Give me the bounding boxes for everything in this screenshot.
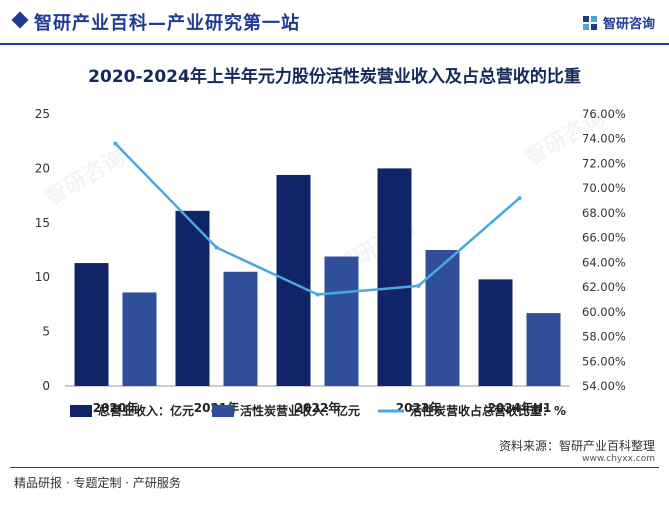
line-point <box>214 245 219 250</box>
line-point <box>113 141 118 146</box>
bar-total-revenue <box>377 168 412 386</box>
y-right-tick-label: 64.00% <box>582 255 626 269</box>
y-left-tick-label: 10 <box>35 270 50 284</box>
y-right-tick-label: 72.00% <box>582 156 626 170</box>
y-left-tick-label: 5 <box>42 325 50 339</box>
diamond-icon <box>11 11 29 29</box>
logo-text: 智研咨询 <box>602 17 655 32</box>
bar-total-revenue <box>175 210 210 386</box>
header-divider <box>0 43 669 45</box>
chart-title: 2020-2024年上半年元力股份活性炭营业收入及占总营收的比重 <box>88 67 581 87</box>
footer-services: 精品研报 · 专题定制 · 产研服务 <box>14 476 181 490</box>
bar-total-revenue <box>276 174 311 386</box>
brand-logo[interactable]: 智研咨询 <box>582 13 655 32</box>
bar-total-revenue <box>74 263 109 386</box>
legend-label: 活性炭营收占总营收比重：% <box>410 403 566 418</box>
y-right-tick-label: 70.00% <box>582 181 626 195</box>
bar-activated-carbon-revenue <box>223 271 258 386</box>
y-left-tick-label: 15 <box>35 216 50 230</box>
bar-total-revenue <box>478 279 513 386</box>
bar-activated-carbon-revenue <box>425 250 460 386</box>
x-tick-label: 2022年 <box>295 400 340 415</box>
y-right-tick-label: 62.00% <box>582 280 626 294</box>
y-right-tick-label: 74.00% <box>582 132 626 146</box>
y-right-tick-label: 68.00% <box>582 206 626 220</box>
legend-label: 总营业收入：亿元 <box>98 403 194 418</box>
legend-bar-swatch <box>70 405 92 417</box>
bar-activated-carbon-revenue <box>122 292 157 386</box>
legend-label: 活性炭营业收入：亿元 <box>240 403 360 418</box>
y-right-tick-label: 66.00% <box>582 231 626 245</box>
line-point <box>517 196 522 201</box>
site-title: 智研产业百科—产业研究第一站 <box>34 13 300 34</box>
zhiyan-logo-icon <box>582 15 597 30</box>
bar-activated-carbon-revenue <box>324 256 359 386</box>
x-tick-label: 2020年 <box>93 400 138 415</box>
legend-bar-swatch <box>212 405 235 417</box>
y-right-tick-label: 54.00% <box>582 379 626 393</box>
x-tick-label: 2023年 <box>396 400 441 415</box>
y-right-tick-label: 60.00% <box>582 305 626 319</box>
top-bar: 智研产业百科—产业研究第一站 智研咨询 <box>0 0 669 45</box>
y-left-tick-label: 20 <box>35 161 50 175</box>
line-point <box>416 283 421 288</box>
x-tick-label: 2024年H1 <box>488 400 552 415</box>
source-text: 资料来源：智研产业百科整理 <box>498 439 655 453</box>
line-point <box>315 292 320 297</box>
y-right-tick-label: 56.00% <box>582 354 626 368</box>
y-left-tick-label: 25 <box>35 107 50 121</box>
footer-divider <box>10 467 659 468</box>
y-left-tick-label: 0 <box>42 379 50 393</box>
source-url[interactable]: www.chyxx.com <box>582 454 655 464</box>
bar-activated-carbon-revenue <box>526 313 561 386</box>
chart-area: 0 5 10 15 20 25 54.00% 56.00% 58.00% 60.00% 62.00%… <box>35 107 626 418</box>
y-right-tick-label: 58.00% <box>582 330 626 344</box>
y-right-tick-label: 76.00% <box>582 107 626 121</box>
